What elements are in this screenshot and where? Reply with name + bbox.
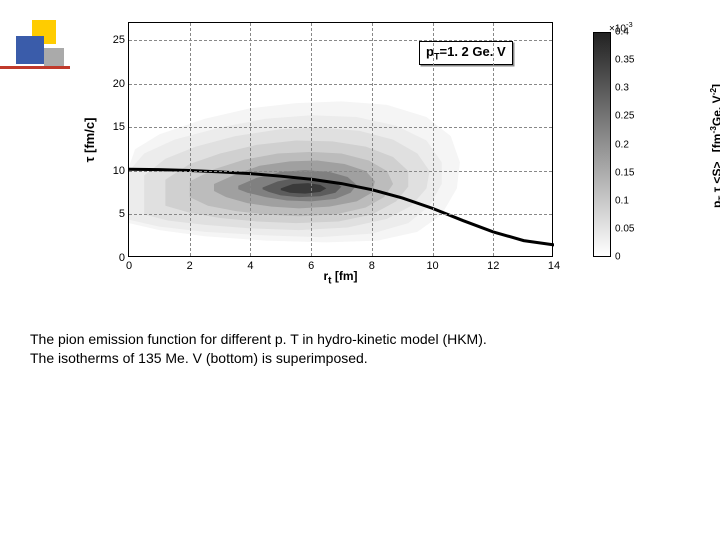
grid-line-h [129,84,552,85]
grid-line-v [433,23,434,256]
x-tick-label: 12 [487,260,499,272]
colorbar-tick: 0.2 [615,139,629,150]
x-tick-label: 4 [247,260,253,272]
grid-line-v [493,23,494,256]
colorbar-tick: 0.4 [615,27,629,38]
y-tick-label: 25 [101,34,125,46]
y-axis-label: τ [fm/c] [82,117,97,162]
y-tick-label: 10 [101,165,125,177]
colorbar-tick: 0.35 [615,55,634,66]
grid-line-h [129,214,552,215]
y-tick-label: 20 [101,78,125,90]
y-tick-label: 0 [101,252,125,264]
grid-line-h [129,127,552,128]
y-tick-label: 5 [101,208,125,220]
emission-chart: τ [fm/c] rt [fm] pT=1. 2 Ge. V 510152025… [88,12,583,292]
logo-square-blue [16,36,44,64]
grid-line-v [372,23,373,256]
grid-line-h [129,40,552,41]
x-tick-label: 6 [308,260,314,272]
caption: The pion emission function for different… [30,330,670,368]
grid-line-h [129,171,552,172]
colorbar-tick: 0.3 [615,83,629,94]
grid-line-v [250,23,251,256]
colorbar: ×10-3 pT τ <S>φ [fm-3Ge. V-2] 00.050.10.… [593,22,683,292]
colorbar-tick: 0.25 [615,111,634,122]
y-tick-label: 15 [101,121,125,133]
slide-logo [0,20,70,80]
colorbar-label: pT τ <S>φ [fm-3Ge. V-2] [708,84,720,208]
colorbar-tick: 0.05 [615,223,634,234]
colorbar-tick: 0.15 [615,167,634,178]
x-axis-label: rt [fm] [323,269,357,286]
x-tick-label: 14 [548,260,560,272]
x-tick-label: 2 [187,260,193,272]
logo-underline [0,66,70,69]
caption-line-2: The isotherms of 135 Me. V (bottom) is s… [30,349,670,368]
colorbar-tick: 0 [615,252,621,263]
caption-line-1: The pion emission function for different… [30,330,670,349]
x-tick-label: 8 [369,260,375,272]
logo-square-gray [44,48,64,68]
x-tick-label: 0 [126,260,132,272]
grid-line-v [311,23,312,256]
plot-area: τ [fm/c] rt [fm] pT=1. 2 Ge. V 510152025… [128,22,553,257]
colorbar-gradient [593,32,611,257]
x-tick-label: 10 [426,260,438,272]
colorbar-tick: 0.1 [615,195,629,206]
grid-line-v [190,23,191,256]
